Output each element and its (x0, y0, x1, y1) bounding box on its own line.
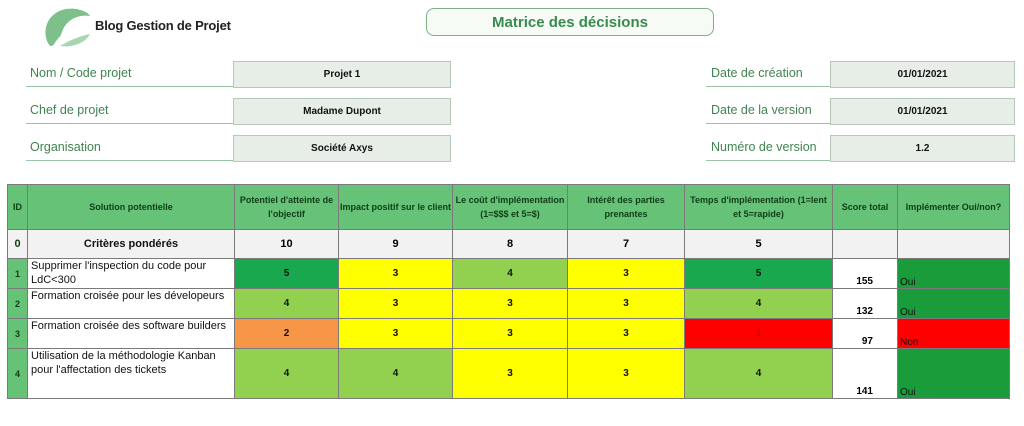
weight-cell[interactable]: 8 (452, 229, 568, 259)
row-id: 4 (7, 348, 28, 399)
header-implement: Implémenter Oui/non? (897, 184, 1010, 230)
info-label: Organisation (30, 140, 101, 154)
leaf-logo-icon (45, 8, 90, 47)
solution-cell[interactable]: Formation croisée des software builders (27, 318, 235, 349)
header-criterion-5: Temps d'implémentation (1=lent et 5=rapi… (684, 184, 833, 230)
score-cell[interactable]: 5 (234, 258, 339, 289)
score-cell[interactable]: 3 (567, 258, 685, 289)
weight-cell[interactable]: 5 (684, 229, 833, 259)
weight-cell[interactable]: 10 (234, 229, 339, 259)
weight-cell-empty (832, 229, 898, 259)
info-field-creation-date: Date de création 01/01/2021 (706, 61, 1015, 88)
row-id: 1 (7, 258, 28, 289)
table-header-row: ID Solution potentielle Potentiel d'atte… (7, 184, 1010, 230)
info-label: Chef de projet (30, 103, 109, 117)
implement-cell[interactable]: Non (897, 318, 1010, 349)
score-cell[interactable]: 3 (452, 348, 568, 399)
divider (706, 86, 830, 87)
divider (706, 160, 830, 161)
row-id: 0 (7, 229, 28, 259)
score-cell[interactable]: 4 (684, 348, 833, 399)
score-cell[interactable]: 3 (567, 318, 685, 349)
table-row: 2 Formation croisée pour les dévelopeurs… (7, 288, 1010, 319)
total-score-cell: 97 (832, 318, 898, 349)
score-cell[interactable]: 4 (338, 348, 453, 399)
info-value[interactable]: 01/01/2021 (830, 61, 1015, 88)
score-cell[interactable]: 3 (567, 348, 685, 399)
weight-cell[interactable]: 7 (567, 229, 685, 259)
info-field-project-manager: Chef de projet Madame Dupont (26, 98, 451, 125)
score-cell[interactable]: 4 (234, 348, 339, 399)
score-cell[interactable]: 2 (234, 318, 339, 349)
score-cell[interactable]: 4 (684, 288, 833, 319)
info-label: Nom / Code projet (30, 66, 132, 80)
info-label: Date de la version (711, 103, 812, 117)
brand-name: Blog Gestion de Projet (95, 18, 231, 33)
score-cell[interactable]: 3 (567, 288, 685, 319)
info-field-version-number: Numéro de version 1.2 (706, 135, 1015, 162)
info-label: Numéro de version (711, 140, 817, 154)
info-value[interactable]: Madame Dupont (233, 98, 451, 125)
info-value[interactable]: 01/01/2021 (830, 98, 1015, 125)
info-value[interactable]: Société Axys (233, 135, 451, 162)
weight-cell[interactable]: 9 (338, 229, 453, 259)
solution-cell[interactable]: Utilisation de la méthodologie Kanban po… (27, 348, 235, 399)
row-id: 3 (7, 318, 28, 349)
table-row: 3 Formation croisée des software builder… (7, 318, 1010, 349)
weights-label: Critères pondérés (27, 229, 235, 259)
header-criterion-4: Intérêt des parties prenantes (567, 184, 685, 230)
header-id: ID (7, 184, 28, 230)
solution-cell[interactable]: Formation croisée pour les dévelopeurs (27, 288, 235, 319)
implement-cell[interactable]: Oui (897, 258, 1010, 289)
header-solution: Solution potentielle (27, 184, 235, 230)
info-value[interactable]: 1.2 (830, 135, 1015, 162)
score-cell[interactable]: 1 (684, 318, 833, 349)
score-cell[interactable]: 3 (338, 318, 453, 349)
header-criterion-2: Impact positif sur le client (338, 184, 453, 230)
divider (26, 160, 233, 161)
table-row: 1 Supprimer l'inspection du code pour Ld… (7, 258, 1010, 289)
score-cell[interactable]: 4 (452, 258, 568, 289)
header-criterion-1: Potentiel d'atteinte de l'objectif (234, 184, 339, 230)
divider (26, 123, 233, 124)
total-score-cell: 141 (832, 348, 898, 399)
solution-cell[interactable]: Supprimer l'inspection du code pour LdC<… (27, 258, 235, 289)
row-id: 2 (7, 288, 28, 319)
info-field-organisation: Organisation Société Axys (26, 135, 451, 162)
page-title: Matrice des décisions (426, 8, 714, 36)
implement-cell[interactable]: Oui (897, 288, 1010, 319)
weight-cell-empty (897, 229, 1010, 259)
score-cell[interactable]: 3 (338, 258, 453, 289)
info-field-project-name: Nom / Code projet Projet 1 (26, 61, 451, 88)
score-cell[interactable]: 3 (452, 318, 568, 349)
info-field-version-date: Date de la version 01/01/2021 (706, 98, 1015, 125)
score-cell[interactable]: 3 (338, 288, 453, 319)
total-score-cell: 132 (832, 288, 898, 319)
header-criterion-3: Le coût d'implémentation (1=$$$ et 5=$) (452, 184, 568, 230)
decision-matrix-table: ID Solution potentielle Potentiel d'atte… (7, 184, 1010, 399)
total-score-cell: 155 (832, 258, 898, 289)
table-row: 4 Utilisation de la méthodologie Kanban … (7, 348, 1010, 399)
weights-row: 0 Critères pondérés 10 9 8 7 5 (7, 229, 1010, 259)
info-label: Date de création (711, 66, 803, 80)
score-cell[interactable]: 4 (234, 288, 339, 319)
score-cell[interactable]: 3 (452, 288, 568, 319)
divider (26, 86, 233, 87)
divider (706, 123, 830, 124)
score-cell[interactable]: 5 (684, 258, 833, 289)
info-value[interactable]: Projet 1 (233, 61, 451, 88)
implement-cell[interactable]: Oui (897, 348, 1010, 399)
header-score-total: Score total (832, 184, 898, 230)
